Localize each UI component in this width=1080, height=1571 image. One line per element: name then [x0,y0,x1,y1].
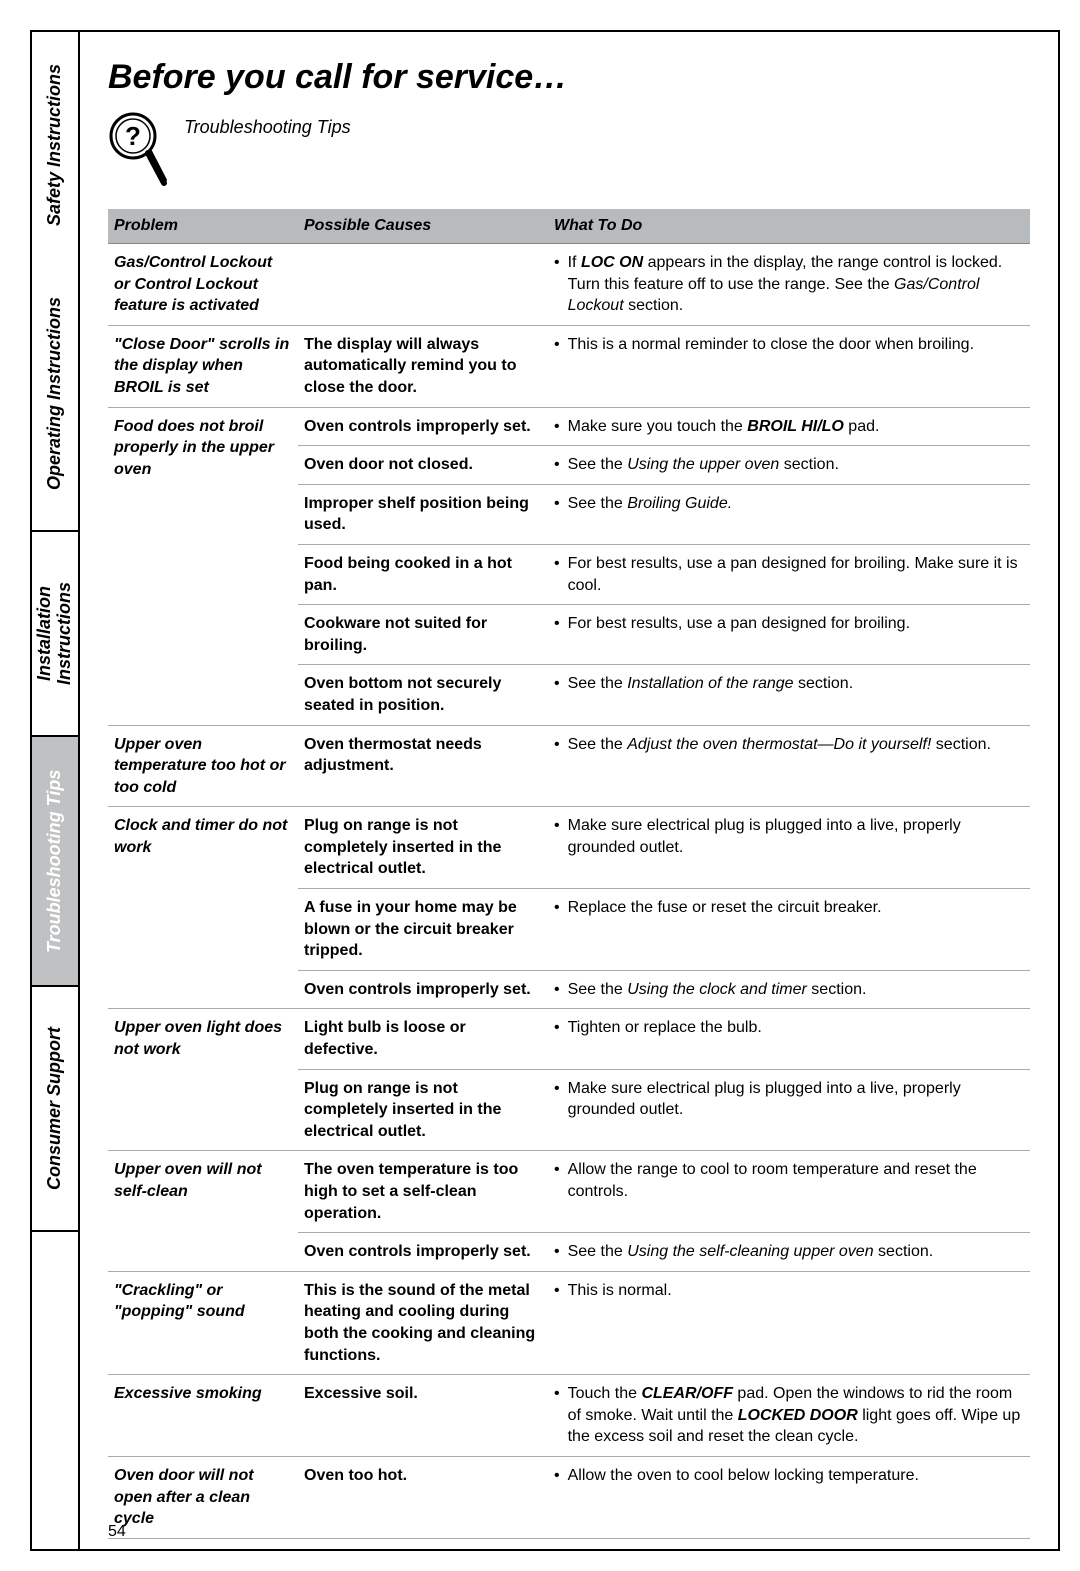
tips-header: ? Troubleshooting Tips [108,111,1030,191]
problem-cell: "Crackling" or "popping" sound [108,1271,298,1374]
cause-cell: Oven controls improperly set. [298,1233,548,1272]
problem-cell: Upper oven temperature too hot or too co… [108,725,298,807]
table-row: Upper oven light does not workLight bulb… [108,1009,1030,1069]
problem-cell: Upper oven light does not work [108,1009,298,1151]
col-problem: Problem [108,209,298,244]
todo-cell: •This is a normal reminder to close the … [548,325,1030,407]
magnifier-question-icon: ? [108,111,168,191]
cause-cell: Oven bottom not securely seated in posit… [298,665,548,725]
cause-cell: The display will always automatically re… [298,325,548,407]
table-row: Oven door will not open after a clean cy… [108,1456,1030,1538]
todo-cell: •See the Adjust the oven thermostat—Do i… [548,725,1030,807]
side-tabs: Safety InstructionsOperating Instruction… [32,32,80,1549]
problem-cell: "Close Door" scrolls in the display when… [108,325,298,407]
content-area: Before you call for service… ? Troublesh… [80,32,1058,1549]
todo-cell: •Replace the fuse or reset the circuit b… [548,889,1030,971]
table-row: Upper oven will not self-cleanThe oven t… [108,1151,1030,1233]
todo-cell: •This is normal. [548,1271,1030,1374]
todo-cell: •See the Using the upper oven section. [548,446,1030,485]
todo-cell: •Allow the range to cool to room tempera… [548,1151,1030,1233]
cause-cell: A fuse in your home may be blown or the … [298,889,548,971]
col-todo: What To Do [548,209,1030,244]
cause-cell: Plug on range is not completely inserted… [298,807,548,889]
side-tab-operating-instructions[interactable]: Operating Instructions [32,257,78,532]
table-row: "Crackling" or "popping" soundThis is th… [108,1271,1030,1374]
cause-cell: Oven too hot. [298,1456,548,1538]
table-row: Upper oven temperature too hot or too co… [108,725,1030,807]
cause-cell: Light bulb is loose or defective. [298,1009,548,1069]
side-tab-troubleshooting-tips[interactable]: Troubleshooting Tips [32,737,78,987]
cause-cell: This is the sound of the metal heating a… [298,1271,548,1374]
todo-cell: •Make sure you touch the BROIL HI/LO pad… [548,407,1030,446]
problem-cell: Food does not broil properly in the uppe… [108,407,298,725]
table-row: Clock and timer do not workPlug on range… [108,807,1030,889]
col-causes: Possible Causes [298,209,548,244]
cause-cell: Cookware not suited for broiling. [298,605,548,665]
side-tab-consumer-support[interactable]: Consumer Support [32,987,78,1232]
tips-subtitle: Troubleshooting Tips [184,117,351,138]
todo-cell: •Touch the CLEAR/OFF pad. Open the windo… [548,1375,1030,1457]
page-number: 54 [108,1523,126,1541]
todo-cell: •Allow the oven to cool below locking te… [548,1456,1030,1538]
side-tab-safety-instructions[interactable]: Safety Instructions [32,32,78,257]
todo-cell: •See the Broiling Guide. [548,484,1030,544]
side-tab-installation-instructions[interactable]: InstallationInstructions [32,532,78,737]
cause-cell: Food being cooked in a hot pan. [298,544,548,604]
svg-text:?: ? [125,121,141,151]
page-frame: Safety InstructionsOperating Instruction… [30,30,1060,1551]
table-row: Gas/Control Lockout or Control Lockout f… [108,244,1030,326]
table-row: Excessive smokingExcessive soil.•Touch t… [108,1375,1030,1457]
todo-cell: •For best results, use a pan designed fo… [548,544,1030,604]
problem-cell: Gas/Control Lockout or Control Lockout f… [108,244,298,326]
cause-cell: Oven controls improperly set. [298,970,548,1009]
todo-cell: •If LOC ON appears in the display, the r… [548,244,1030,326]
cause-cell: Oven door not closed. [298,446,548,485]
todo-cell: •For best results, use a pan designed fo… [548,605,1030,665]
todo-cell: •Tighten or replace the bulb. [548,1009,1030,1069]
problem-cell: Oven door will not open after a clean cy… [108,1456,298,1538]
cause-cell: Excessive soil. [298,1375,548,1457]
todo-cell: •Make sure electrical plug is plugged in… [548,807,1030,889]
page-title: Before you call for service… [108,58,1030,97]
todo-cell: •See the Installation of the range secti… [548,665,1030,725]
cause-cell: Oven controls improperly set. [298,407,548,446]
table-row: "Close Door" scrolls in the display when… [108,325,1030,407]
troubleshooting-table: Problem Possible Causes What To Do Gas/C… [108,209,1030,1539]
todo-cell: •See the Using the self-cleaning upper o… [548,1233,1030,1272]
cause-cell: Plug on range is not completely inserted… [298,1069,548,1151]
table-row: Food does not broil properly in the uppe… [108,407,1030,446]
todo-cell: •Make sure electrical plug is plugged in… [548,1069,1030,1151]
problem-cell: Upper oven will not self-clean [108,1151,298,1271]
cause-cell: Improper shelf position being used. [298,484,548,544]
problem-cell: Excessive smoking [108,1375,298,1457]
todo-cell: •See the Using the clock and timer secti… [548,970,1030,1009]
cause-cell: The oven temperature is too high to set … [298,1151,548,1233]
cause-cell: Oven thermostat needs adjustment. [298,725,548,807]
cause-cell [298,244,548,326]
problem-cell: Clock and timer do not work [108,807,298,1009]
